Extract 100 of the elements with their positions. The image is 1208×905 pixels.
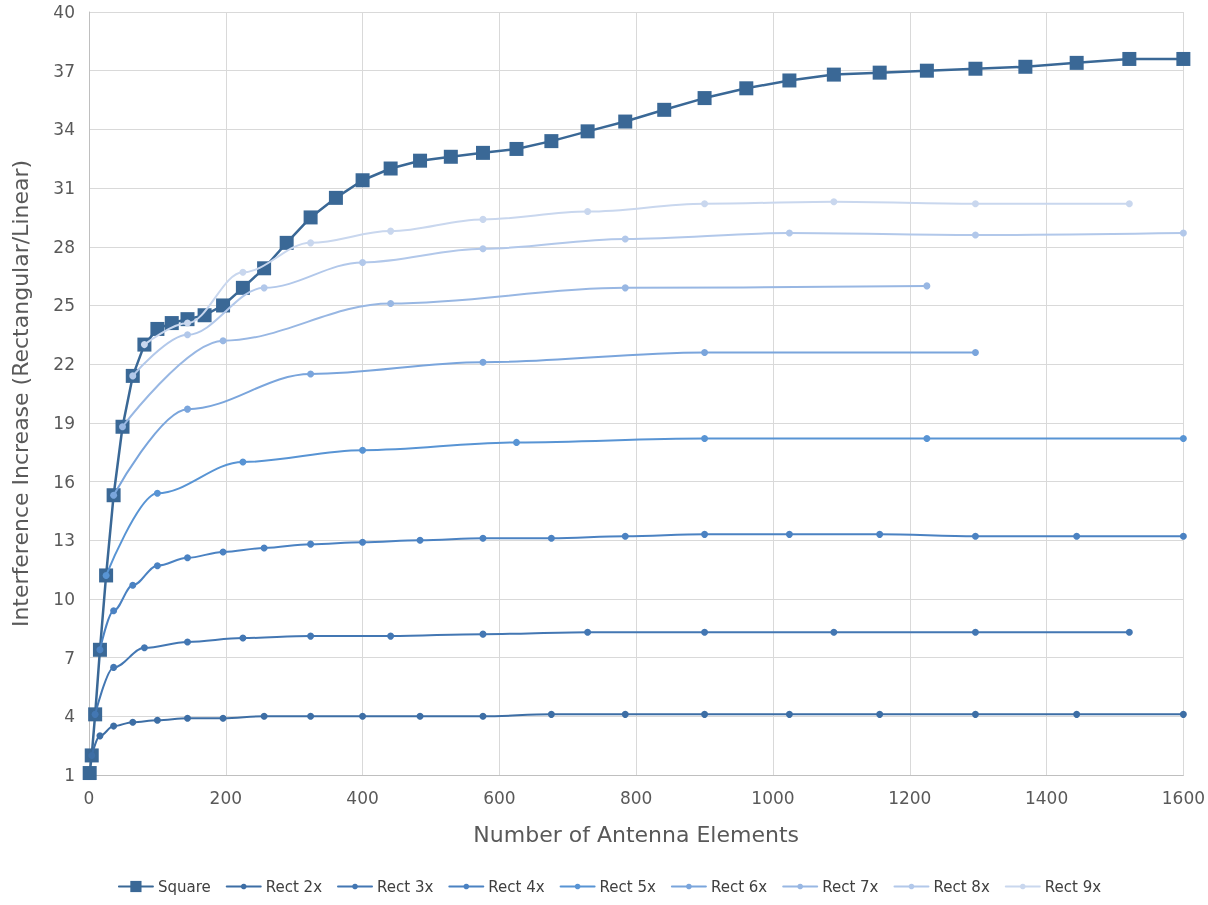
point <box>621 532 629 540</box>
point <box>307 632 315 640</box>
point <box>923 435 931 442</box>
point <box>96 732 104 740</box>
point <box>260 712 268 720</box>
point <box>82 766 97 781</box>
point <box>1122 51 1137 66</box>
point <box>235 280 250 295</box>
point <box>923 282 931 290</box>
legend-label: Rect 4x <box>488 877 545 896</box>
point <box>876 710 884 718</box>
y-tick-label: 22 <box>53 354 75 375</box>
point <box>219 337 227 345</box>
x-tick-label: 1400 <box>1024 787 1069 808</box>
point <box>239 268 247 276</box>
point <box>657 102 672 117</box>
point <box>216 298 231 313</box>
point <box>621 284 629 292</box>
point <box>547 710 555 718</box>
point <box>830 628 838 636</box>
point <box>971 710 979 718</box>
point <box>416 536 424 544</box>
point <box>279 235 294 250</box>
point <box>584 208 592 216</box>
point <box>479 358 487 366</box>
point <box>1018 59 1033 74</box>
x-tick-label: 1000 <box>751 787 795 808</box>
x-tick-label: 200 <box>209 787 243 808</box>
point <box>328 190 343 205</box>
point <box>1179 435 1187 442</box>
point <box>153 489 161 497</box>
x-tick-label: 800 <box>619 787 653 808</box>
point <box>416 712 424 720</box>
point <box>184 554 191 562</box>
legend-label: Square <box>157 877 211 896</box>
point <box>1179 229 1187 237</box>
point <box>140 644 148 652</box>
point <box>1069 55 1084 70</box>
point <box>479 215 487 223</box>
point <box>701 200 709 208</box>
point <box>1179 710 1187 718</box>
point <box>184 638 191 646</box>
y-axis-title: Interference Increase (Rectangular/Linear) <box>7 159 33 628</box>
point <box>475 145 490 160</box>
x-tick-label: 400 <box>346 787 379 808</box>
y-tick-label: 7 <box>64 647 75 668</box>
point <box>479 245 487 253</box>
point <box>479 712 487 720</box>
point <box>1179 532 1187 540</box>
legend-label: Rect 3x <box>377 877 434 896</box>
point <box>509 141 524 156</box>
point <box>971 628 979 636</box>
point <box>621 235 629 243</box>
legend-label: Rect 9x <box>1044 877 1102 896</box>
y-tick-label: 25 <box>53 295 75 316</box>
point <box>307 370 315 378</box>
point <box>110 663 118 671</box>
legend-label: Rect 2x <box>265 877 323 896</box>
point <box>971 348 979 356</box>
x-tick-label: 600 <box>483 787 516 808</box>
point <box>785 710 793 718</box>
x-tick-label: 1600 <box>1161 787 1205 808</box>
point <box>387 632 395 640</box>
point <box>184 331 191 339</box>
point <box>307 540 315 548</box>
point <box>584 628 592 636</box>
y-tick-label: 13 <box>53 530 75 551</box>
point <box>110 722 118 730</box>
point <box>701 530 709 538</box>
point <box>387 300 395 307</box>
point <box>544 134 559 149</box>
point <box>110 607 118 615</box>
point <box>355 173 370 188</box>
point <box>830 198 838 206</box>
point <box>387 227 395 235</box>
point <box>359 538 367 546</box>
y-tick-label: 10 <box>53 588 75 609</box>
y-tick-label: 19 <box>53 412 75 433</box>
point <box>580 124 595 139</box>
y-tick-label: 37 <box>53 60 75 81</box>
point <box>307 712 315 720</box>
point <box>479 534 487 542</box>
point <box>971 200 979 208</box>
x-axis-title: Number of Antenna Elements <box>473 821 799 847</box>
point <box>701 710 709 718</box>
point <box>971 231 979 239</box>
point <box>872 65 887 80</box>
point <box>1125 628 1133 636</box>
point <box>184 714 191 722</box>
y-tick-label: 31 <box>53 178 75 199</box>
legend-label: Rect 8x <box>933 877 990 896</box>
point <box>1176 51 1191 66</box>
point <box>260 284 268 292</box>
point <box>219 714 227 722</box>
point <box>383 161 398 176</box>
point <box>153 716 161 724</box>
point <box>1073 710 1081 718</box>
point <box>359 446 367 454</box>
point <box>512 438 520 446</box>
point <box>1125 200 1133 208</box>
